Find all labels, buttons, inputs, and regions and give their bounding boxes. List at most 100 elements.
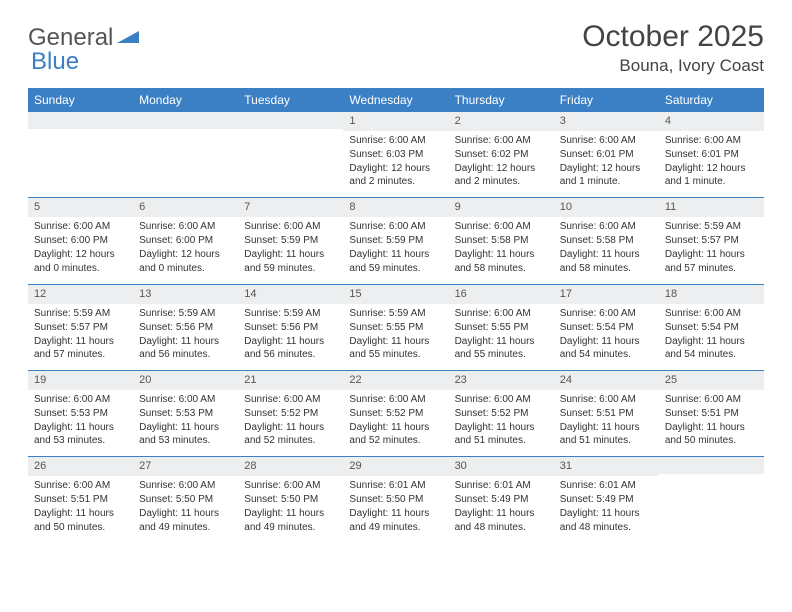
day-info: Sunrise: 6:00 AMSunset: 5:52 PMDaylight:… (343, 393, 448, 448)
sunset-text: Sunset: 5:54 PM (560, 321, 653, 335)
sunrise-text: Sunrise: 6:00 AM (349, 393, 442, 407)
week-row: 26Sunrise: 6:00 AMSunset: 5:51 PMDayligh… (28, 456, 764, 542)
sunset-text: Sunset: 5:58 PM (455, 234, 548, 248)
sunset-text: Sunset: 6:01 PM (560, 148, 653, 162)
day-info: Sunrise: 6:00 AMSunset: 5:58 PMDaylight:… (449, 220, 554, 275)
daylight-text: Daylight: 11 hours and 50 minutes. (665, 421, 758, 448)
day-cell: 27Sunrise: 6:00 AMSunset: 5:50 PMDayligh… (133, 457, 238, 542)
weekday-fri: Friday (554, 88, 659, 112)
day-cell: 18Sunrise: 6:00 AMSunset: 5:54 PMDayligh… (659, 285, 764, 370)
sunrise-text: Sunrise: 5:59 AM (665, 220, 758, 234)
day-info: Sunrise: 6:00 AMSunset: 5:54 PMDaylight:… (554, 307, 659, 362)
sunrise-text: Sunrise: 6:00 AM (34, 393, 127, 407)
sunset-text: Sunset: 5:59 PM (349, 234, 442, 248)
day-number: 29 (343, 457, 448, 476)
daylight-text: Daylight: 11 hours and 58 minutes. (560, 248, 653, 275)
daylight-text: Daylight: 11 hours and 59 minutes. (349, 248, 442, 275)
day-number: 3 (554, 112, 659, 131)
sunrise-text: Sunrise: 6:00 AM (560, 220, 653, 234)
day-cell: 9Sunrise: 6:00 AMSunset: 5:58 PMDaylight… (449, 198, 554, 283)
day-cell: 19Sunrise: 6:00 AMSunset: 5:53 PMDayligh… (28, 371, 133, 456)
day-cell: 30Sunrise: 6:01 AMSunset: 5:49 PMDayligh… (449, 457, 554, 542)
day-cell: 22 Sunrise: 6:00 AMSunset: 5:52 PMDayligh… (343, 371, 448, 456)
day-info: Sunrise: 6:00 AMSunset: 5:53 PMDaylight:… (133, 393, 238, 448)
daylight-text: Daylight: 11 hours and 51 minutes. (455, 421, 548, 448)
daylight-text: Daylight: 11 hours and 49 minutes. (349, 507, 442, 534)
day-info: Sunrise: 5:59 AMSunset: 5:57 PMDaylight:… (659, 220, 764, 275)
sunset-text: Sunset: 5:53 PM (139, 407, 232, 421)
day-cell: 5Sunrise: 6:00 AMSunset: 6:00 PMDaylight… (28, 198, 133, 283)
day-number: 26 (28, 457, 133, 476)
daylight-text: Daylight: 11 hours and 51 minutes. (560, 421, 653, 448)
day-number: 17 (554, 285, 659, 304)
sunrise-text: Sunrise: 5:59 AM (244, 307, 337, 321)
weekday-sat: Saturday (659, 88, 764, 112)
location-label: Bouna, Ivory Coast (582, 56, 764, 76)
day-number: 28 (238, 457, 343, 476)
day-number: 31 (554, 457, 659, 476)
sunset-text: Sunset: 5:52 PM (244, 407, 337, 421)
day-number (28, 112, 133, 129)
sunrise-text: Sunrise: 5:59 AM (139, 307, 232, 321)
day-cell: 3Sunrise: 6:00 AMSunset: 6:01 PMDaylight… (554, 112, 659, 197)
day-cell (238, 112, 343, 197)
day-cell: 15Sunrise: 5:59 AMSunset: 5:55 PMDayligh… (343, 285, 448, 370)
weekday-tue: Tuesday (238, 88, 343, 112)
daylight-text: Daylight: 11 hours and 54 minutes. (560, 335, 653, 362)
sunrise-text: Sunrise: 6:00 AM (244, 220, 337, 234)
day-number: 20 (133, 371, 238, 390)
day-cell: 17 Sunrise: 6:00 AMSunset: 5:54 PMDayligh… (554, 285, 659, 370)
day-number: 22 (343, 371, 448, 390)
day-cell: 23Sunrise: 6:00 AMSunset: 5:52 PMDayligh… (449, 371, 554, 456)
daylight-text: Daylight: 11 hours and 49 minutes. (244, 507, 337, 534)
day-cell: 20 Sunrise: 6:00 AMSunset: 5:53 PMDayligh… (133, 371, 238, 456)
day-number: 18 (659, 285, 764, 304)
sunset-text: Sunset: 5:52 PM (455, 407, 548, 421)
sunset-text: Sunset: 5:52 PM (349, 407, 442, 421)
daylight-text: Daylight: 12 hours and 1 minute. (665, 162, 758, 189)
calendar-grid: Sunday Monday Tuesday Wednesday Thursday… (28, 88, 764, 543)
sunset-text: Sunset: 5:57 PM (34, 321, 127, 335)
daylight-text: Daylight: 12 hours and 1 minute. (560, 162, 653, 189)
day-info: Sunrise: 6:00 AMSunset: 6:00 PMDaylight:… (133, 220, 238, 275)
header: General October 2025 Bouna, Ivory Coast (28, 20, 764, 76)
sunrise-text: Sunrise: 6:01 AM (560, 479, 653, 493)
day-number: 16 (449, 285, 554, 304)
logo-triangle-icon (117, 27, 139, 50)
daylight-text: Daylight: 11 hours and 55 minutes. (455, 335, 548, 362)
daylight-text: Daylight: 11 hours and 53 minutes. (139, 421, 232, 448)
day-cell: 24Sunrise: 6:00 AMSunset: 5:51 PMDayligh… (554, 371, 659, 456)
sunset-text: Sunset: 5:55 PM (349, 321, 442, 335)
daylight-text: Daylight: 11 hours and 48 minutes. (455, 507, 548, 534)
weekday-thu: Thursday (449, 88, 554, 112)
day-number: 12 (28, 285, 133, 304)
day-cell: 11Sunrise: 5:59 AMSunset: 5:57 PMDayligh… (659, 198, 764, 283)
calendar-page: General October 2025 Bouna, Ivory Coast … (0, 0, 792, 563)
sunset-text: Sunset: 5:54 PM (665, 321, 758, 335)
sunrise-text: Sunrise: 5:59 AM (34, 307, 127, 321)
daylight-text: Daylight: 11 hours and 54 minutes. (665, 335, 758, 362)
sunrise-text: Sunrise: 6:00 AM (139, 220, 232, 234)
sunrise-text: Sunrise: 6:00 AM (349, 220, 442, 234)
day-info: Sunrise: 6:00 AMSunset: 5:50 PMDaylight:… (238, 479, 343, 534)
daylight-text: Daylight: 11 hours and 48 minutes. (560, 507, 653, 534)
sunset-text: Sunset: 5:51 PM (560, 407, 653, 421)
sunset-text: Sunset: 6:02 PM (455, 148, 548, 162)
day-number: 5 (28, 198, 133, 217)
sunrise-text: Sunrise: 6:00 AM (665, 393, 758, 407)
weekday-mon: Monday (133, 88, 238, 112)
daylight-text: Daylight: 11 hours and 58 minutes. (455, 248, 548, 275)
day-cell (133, 112, 238, 197)
daylight-text: Daylight: 11 hours and 52 minutes. (244, 421, 337, 448)
day-number: 6 (133, 198, 238, 217)
day-info: Sunrise: 6:00 AMSunset: 5:52 PMDaylight:… (238, 393, 343, 448)
week-row: 5Sunrise: 6:00 AMSunset: 6:00 PMDaylight… (28, 197, 764, 283)
sunrise-text: Sunrise: 6:00 AM (139, 393, 232, 407)
day-cell (659, 457, 764, 542)
day-info: Sunrise: 6:00 AMSunset: 5:51 PMDaylight:… (554, 393, 659, 448)
sunset-text: Sunset: 5:51 PM (34, 493, 127, 507)
sunrise-text: Sunrise: 6:00 AM (560, 393, 653, 407)
week-row: 1Sunrise: 6:00 AMSunset: 6:03 PMDaylight… (28, 112, 764, 197)
day-number: 21 (238, 371, 343, 390)
sunset-text: Sunset: 5:50 PM (244, 493, 337, 507)
